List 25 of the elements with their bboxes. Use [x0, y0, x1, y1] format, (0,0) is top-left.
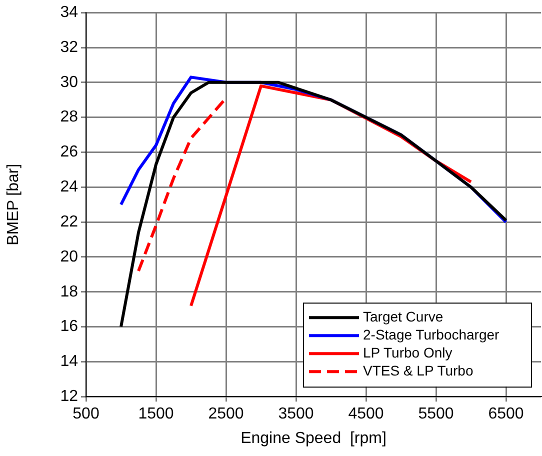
legend-label: Target Curve [363, 308, 444, 324]
legend-label: 2-Stage Turbocharger [363, 326, 500, 342]
x-tick-label: 6500 [488, 406, 524, 423]
x-tick-label: 4500 [348, 406, 384, 423]
y-tick-label: 24 [60, 178, 78, 196]
x-tick-label: 500 [72, 406, 100, 423]
y-tick-label: 26 [60, 144, 78, 161]
x-axis-title: Engine Speed [rpm] [240, 430, 386, 447]
y-tick-label: 14 [60, 353, 78, 370]
y-tick-label: 32 [60, 38, 78, 56]
y-axis-title: BMEP [bar] [5, 164, 22, 246]
legend-label: LP Turbo Only [363, 344, 452, 360]
y-tick-label: 22 [60, 213, 78, 230]
y-tick-label: 34 [60, 4, 78, 22]
y-tick-label: 18 [60, 283, 78, 300]
y-tick-label: 16 [60, 318, 78, 336]
legend-label: VTES & LP Turbo [363, 362, 474, 378]
y-tick-label: 28 [60, 108, 78, 126]
x-tick-label: 3500 [278, 406, 314, 423]
x-tick-label: 1500 [138, 406, 174, 423]
y-tick-label: 12 [60, 388, 78, 406]
x-tick-label: 5500 [418, 406, 454, 423]
x-tick-label: 2500 [208, 406, 244, 423]
y-tick-label: 20 [60, 248, 78, 266]
y-tick-label: 30 [60, 74, 78, 91]
